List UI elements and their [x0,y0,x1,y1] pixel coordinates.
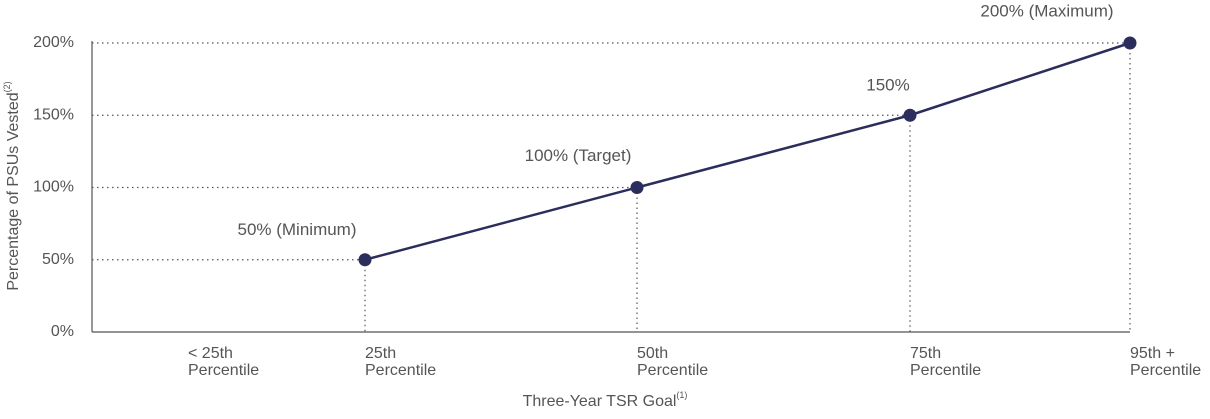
x-tick-label: 75th [910,345,941,362]
x-tick-label: < 25th [188,345,233,362]
point [903,108,917,122]
series-line [364,41,1131,261]
y-tick-label: 0% [51,323,74,340]
x-axis-title-text: Three-Year TSR Goal [523,393,677,410]
x-tick-label: Percentile [365,362,436,379]
y-axis-title-text: Percentage of PSUs Vested [5,92,22,290]
data-label: 150% [866,76,909,95]
x-tick-label: Percentile [910,362,981,379]
x-tick-label: 95th + [1130,345,1175,362]
data-label: 50% (Minimum) [237,220,356,239]
x-tick-label: 50th [637,345,668,362]
y-tick-label: 150% [33,106,74,123]
x-tick-label: Percentile [1130,362,1201,379]
data-label: 200% (Maximum) [980,1,1113,20]
point [630,181,644,194]
x-tick-label: Percentile [188,362,259,379]
y-tick-label: 200% [33,34,74,51]
x-axis-title: Three-Year TSR Goal(1) [523,390,688,410]
point [358,253,372,267]
x-tick-label: Percentile [637,362,708,379]
y-tick-label: 100% [33,179,74,196]
x-tick-label: 25th [365,345,396,362]
data-label: 100% (Target) [525,146,632,165]
y-axis-title-note: (2) [2,81,12,92]
point [1123,36,1137,50]
y-tick-label: 50% [42,251,74,268]
x-axis-title-note: (1) [676,390,687,400]
y-axis-title: Percentage of PSUs Vested(2) [2,81,22,290]
